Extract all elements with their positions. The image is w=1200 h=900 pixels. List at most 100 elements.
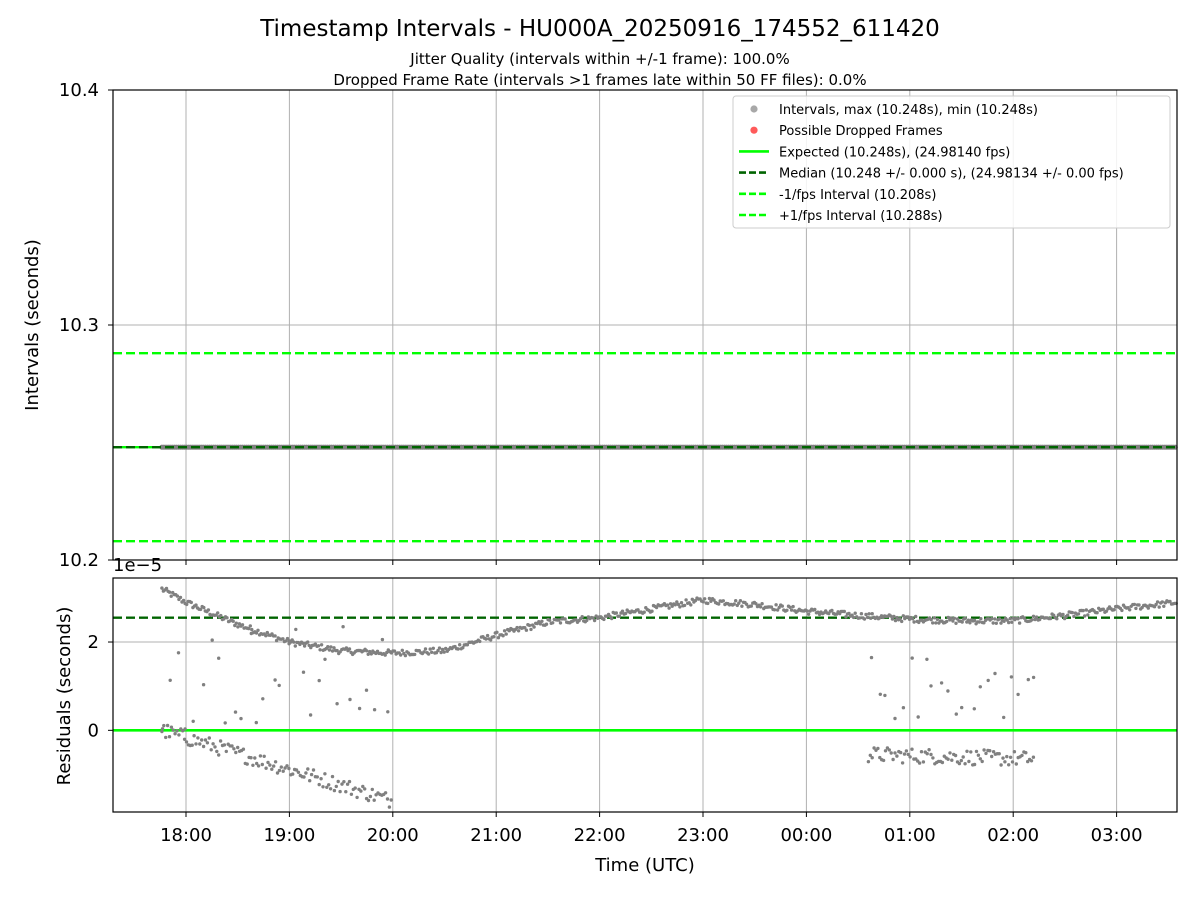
residual-point — [516, 629, 521, 633]
residual-point — [712, 598, 716, 602]
residual-outlier-point — [910, 747, 914, 751]
residual-outlier-point — [1010, 760, 1015, 764]
residual-outlier-point — [948, 751, 952, 755]
residual-outlier-point — [323, 657, 327, 661]
residual-point — [489, 638, 493, 642]
residual-outlier-point — [1031, 755, 1036, 759]
residual-point — [1081, 608, 1085, 613]
residual-point — [993, 617, 997, 621]
residual-outlier-point — [256, 764, 261, 768]
x-tick-label: 21:00 — [470, 825, 522, 846]
residual-point — [979, 617, 983, 621]
residual-point — [1031, 614, 1036, 618]
residual-point — [465, 643, 470, 647]
residual-outlier-point — [1009, 675, 1014, 679]
top-y-tick-label: 10.2 — [59, 550, 99, 571]
residual-point — [1101, 607, 1106, 611]
residual-outlier-point — [868, 753, 872, 757]
residual-point — [737, 601, 741, 605]
residual-outlier-point — [353, 786, 357, 790]
residual-outlier-point — [253, 756, 257, 760]
residual-outlier-point — [340, 782, 344, 786]
residual-point — [248, 624, 252, 628]
residual-point — [703, 597, 707, 601]
residual-point — [678, 605, 682, 609]
residual-point — [1160, 600, 1165, 604]
residual-point — [332, 646, 336, 650]
residual-outlier-point — [364, 688, 369, 692]
residual-outlier-point — [881, 758, 886, 763]
residual-point — [1076, 612, 1081, 616]
residual-point — [1104, 609, 1109, 613]
residual-outlier-point — [953, 753, 958, 758]
residual-point — [318, 648, 322, 652]
legend-label: +1/fps Interval (10.288s) — [779, 209, 943, 224]
residual-point — [495, 630, 499, 634]
residual-outlier-point — [249, 756, 253, 760]
residual-outlier-point — [904, 749, 909, 753]
residual-point — [966, 618, 971, 622]
legend-marker — [750, 126, 758, 134]
residual-point — [932, 616, 936, 620]
residual-outlier-point — [910, 656, 914, 660]
residual-outlier-point — [168, 678, 172, 682]
residual-outlier-point — [950, 758, 954, 762]
residual-point — [538, 622, 542, 626]
residual-point — [900, 619, 904, 624]
residual-point — [667, 606, 671, 610]
residual-outlier-point — [317, 782, 321, 787]
residual-outlier-point — [1029, 759, 1034, 763]
residual-outlier-point — [315, 775, 319, 779]
top-y-tick-label: 10.3 — [59, 315, 99, 336]
bottom-axes-frame — [112, 577, 1178, 813]
residual-point — [865, 615, 870, 620]
residual-point — [167, 590, 172, 594]
residual-point — [431, 646, 435, 650]
residual-outlier-point — [349, 792, 354, 796]
residual-point — [178, 595, 183, 600]
residual-outlier-point — [991, 750, 996, 754]
residual-point — [707, 596, 712, 601]
residual-point — [1022, 616, 1026, 620]
residual-outlier-point — [281, 769, 285, 773]
residual-point — [990, 617, 994, 621]
x-tick-label: 03:00 — [1091, 825, 1143, 846]
residual-outlier-point — [194, 742, 198, 746]
residual-outlier-point — [921, 760, 926, 764]
residual-point — [898, 617, 902, 621]
residual-point — [540, 619, 544, 623]
residual-outlier-point — [389, 798, 393, 802]
residual-point — [175, 594, 180, 598]
residual-outlier-point — [291, 772, 295, 776]
residual-outlier-point — [319, 777, 323, 781]
residual-point — [1038, 617, 1042, 622]
residual-point — [734, 599, 738, 603]
residual-point — [444, 646, 448, 651]
residual-outlier-point — [251, 763, 255, 767]
residual-point — [1095, 611, 1099, 615]
residual-outlier-point — [201, 744, 206, 749]
residual-outlier-point — [976, 753, 981, 757]
residual-outlier-point — [359, 789, 363, 793]
residual-point — [399, 653, 403, 657]
residual-outlier-point — [162, 723, 166, 728]
residual-outlier-point — [929, 752, 933, 757]
residual-outlier-point — [234, 750, 238, 755]
residual-point — [1070, 610, 1075, 615]
residual-outlier-point — [177, 733, 181, 737]
x-tick-label: 02:00 — [987, 825, 1039, 846]
residual-point — [1132, 602, 1137, 607]
residual-point — [623, 611, 628, 616]
residual-outlier-point — [959, 758, 963, 763]
residual-point — [1007, 620, 1011, 625]
residual-point — [1112, 608, 1116, 612]
residual-outlier-point — [946, 757, 950, 761]
residual-point — [960, 620, 964, 624]
residual-outlier-point — [287, 639, 291, 643]
residual-outlier-point — [1014, 762, 1018, 766]
residual-point — [504, 632, 508, 636]
residual-outlier-point — [210, 638, 214, 642]
residual-outlier-point — [967, 759, 971, 764]
residual-outlier-point — [277, 683, 281, 688]
residual-outlier-point — [380, 637, 385, 642]
